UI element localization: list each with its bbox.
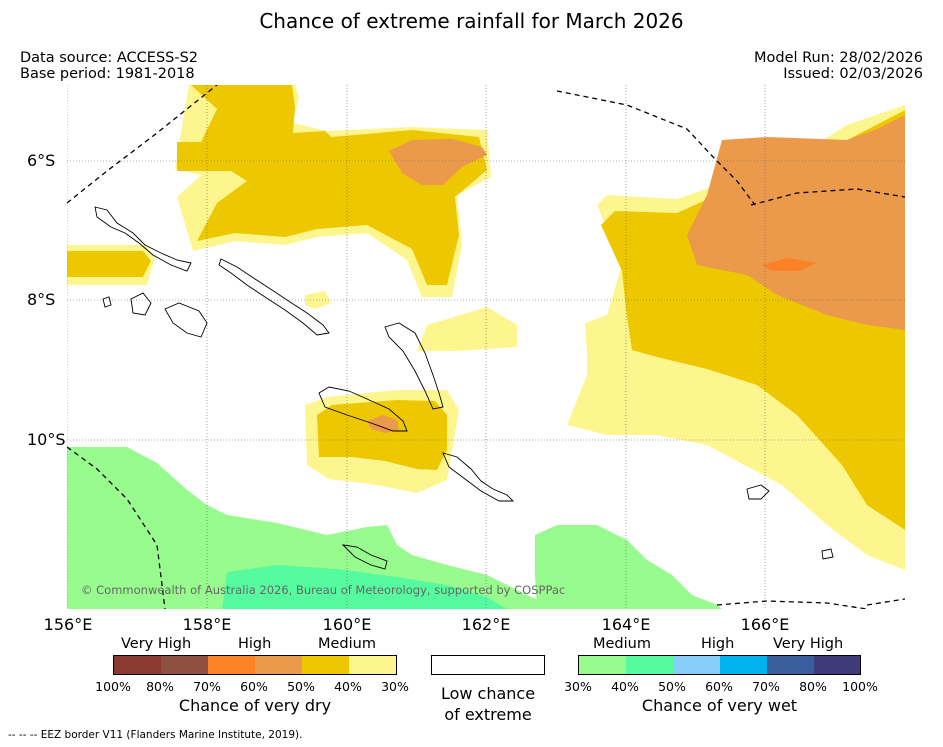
wet-pct-40: 40% bbox=[611, 679, 639, 694]
lon-tick-158: 158°E bbox=[182, 615, 232, 634]
dry-colorbar bbox=[113, 655, 397, 675]
lon-tick-166: 166°E bbox=[740, 615, 790, 634]
dry-swatch-50-60 bbox=[255, 656, 303, 674]
lon-tick-164: 164°E bbox=[601, 615, 651, 634]
dry-swatch-30-40 bbox=[349, 656, 396, 674]
lat-tick-8s: 8°S bbox=[27, 290, 56, 309]
dry-swatch-70-80 bbox=[161, 656, 209, 674]
dry-50-region-east bbox=[687, 115, 905, 330]
wet-regions bbox=[67, 447, 722, 609]
model-run: Model Run: 28/02/2026 bbox=[753, 50, 923, 66]
wet-30-region-southwest bbox=[67, 447, 547, 609]
dry-40-region-west bbox=[67, 251, 151, 277]
dry-swatch-40-50 bbox=[302, 656, 350, 674]
dry-30-region-central bbox=[417, 307, 517, 351]
coastline-islet-small bbox=[102, 296, 112, 308]
lat-tick-10s: 10°S bbox=[27, 430, 66, 449]
neutral-caption: Low chance of extreme bbox=[421, 683, 555, 725]
data-source: Data source: ACCESS-S2 bbox=[20, 50, 199, 66]
wet-pct-30: 30% bbox=[564, 679, 592, 694]
dry-30-region-small bbox=[305, 291, 331, 309]
wet-pct-80: 80% bbox=[799, 679, 827, 694]
lon-tick-162: 162°E bbox=[461, 615, 511, 634]
dry-pct-80: 80% bbox=[146, 679, 174, 694]
dry-50-region-islands bbox=[367, 415, 399, 433]
coastline-vella bbox=[164, 302, 208, 338]
coastline-choiseul bbox=[218, 258, 330, 336]
wet-swatch-40-50 bbox=[626, 656, 674, 674]
coastline-guadalcanal bbox=[318, 386, 408, 432]
dry-swatch-60-70 bbox=[208, 656, 256, 674]
eez-borders bbox=[67, 85, 905, 609]
wet-very-high-label: Very High bbox=[773, 636, 844, 652]
wet-swatch-30-40 bbox=[579, 656, 627, 674]
wet-caption: Chance of very wet bbox=[641, 696, 798, 715]
coastlines bbox=[94, 206, 834, 570]
wet-40-region bbox=[222, 565, 507, 609]
dry-pct-40: 40% bbox=[334, 679, 362, 694]
base-period: Base period: 1981-2018 bbox=[20, 66, 195, 82]
lat-tick-6s: 6°S bbox=[27, 151, 56, 170]
wet-pct-70: 70% bbox=[752, 679, 780, 694]
wet-swatch-80-100 bbox=[814, 656, 860, 674]
wet-medium-label: Medium bbox=[593, 636, 651, 652]
dry-caption: Chance of very dry bbox=[178, 696, 332, 715]
wet-pct-60: 60% bbox=[705, 679, 733, 694]
wet-colorbar bbox=[578, 655, 861, 675]
coastline-new-georgia bbox=[130, 292, 152, 316]
issued-date: Issued: 02/03/2026 bbox=[783, 66, 923, 82]
dry-swatch-80-100 bbox=[114, 656, 162, 674]
coastline-malaita bbox=[442, 452, 515, 502]
metadata-right: Model Run: 28/02/2026 Issued: 02/03/2026 bbox=[754, 50, 923, 82]
wet-high-label: High bbox=[701, 636, 735, 652]
dry-very-high-label: Very High bbox=[121, 636, 192, 652]
coastline-makira bbox=[341, 544, 388, 570]
coastline-santa-isabel bbox=[384, 322, 444, 410]
copyright-text: © Commonwealth of Australia 2026, Bureau… bbox=[81, 583, 565, 597]
eez-footnote: -- -- -- EEZ border V11 (Flanders Marine… bbox=[8, 729, 303, 741]
dry-pct-60: 60% bbox=[240, 679, 268, 694]
coastline-nendo bbox=[746, 484, 770, 500]
wet-30-region-south bbox=[535, 525, 722, 609]
neutral-caption-line1: Low chance bbox=[440, 684, 536, 703]
dry-40-region-islands bbox=[317, 400, 447, 470]
lon-tick-160: 160°E bbox=[322, 615, 372, 634]
dry-50-region-north bbox=[389, 139, 487, 185]
dry-pct-100: 100% bbox=[95, 679, 131, 694]
coastline-bougainville bbox=[94, 206, 192, 272]
coastline-islet-east bbox=[821, 548, 834, 560]
dry-pct-30: 30% bbox=[381, 679, 409, 694]
dry-40-region-north bbox=[177, 85, 487, 285]
dry-60-region bbox=[762, 258, 817, 271]
lon-tick-156: 156°E bbox=[43, 615, 93, 634]
wet-swatch-50-60 bbox=[673, 656, 721, 674]
wet-swatch-60-70 bbox=[720, 656, 768, 674]
wet-swatch-70-80 bbox=[767, 656, 815, 674]
map-title: Chance of extreme rainfall for March 202… bbox=[259, 9, 684, 33]
dry-pct-50: 50% bbox=[287, 679, 315, 694]
dry-medium-label: Medium bbox=[318, 636, 376, 652]
neutral-swatch bbox=[431, 655, 545, 675]
wet-pct-100: 100% bbox=[842, 679, 878, 694]
neutral-caption-line2: of extreme bbox=[444, 705, 532, 724]
wet-pct-50: 50% bbox=[658, 679, 686, 694]
dry-50-regions bbox=[367, 115, 905, 433]
graticule bbox=[67, 85, 905, 609]
forecast-map: © Commonwealth of Australia 2026, Bureau… bbox=[67, 85, 905, 609]
dry-high-label: High bbox=[238, 636, 272, 652]
metadata-left: Data source: ACCESS-S2 Base period: 1981… bbox=[20, 50, 198, 82]
dry-pct-70: 70% bbox=[193, 679, 221, 694]
